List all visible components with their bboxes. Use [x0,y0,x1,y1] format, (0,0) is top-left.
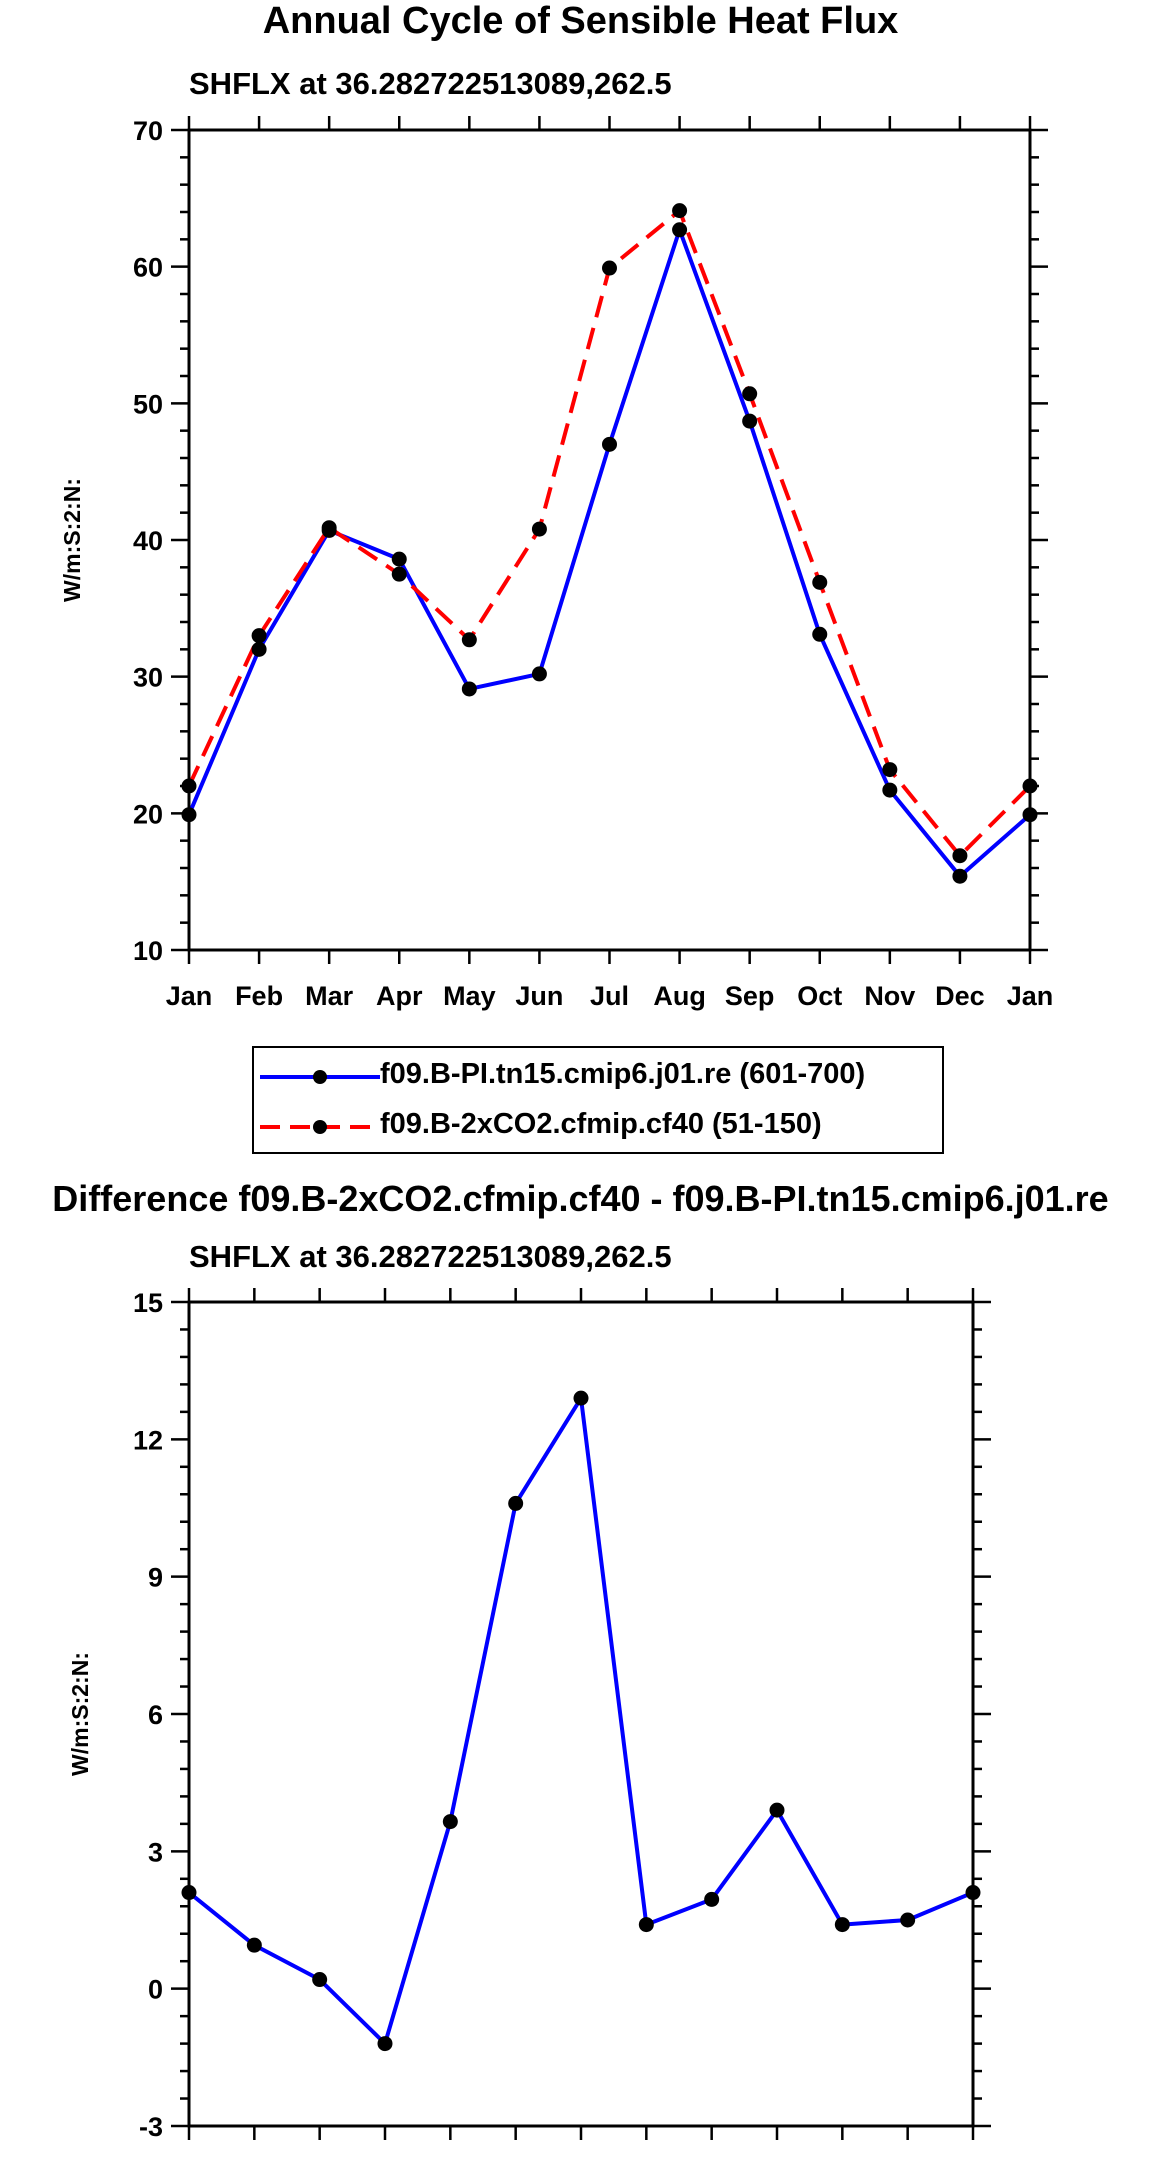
diff-series-0-point [965,1885,981,1901]
main-series-1-point [391,566,407,582]
main-xtick-label: Jun [515,981,563,1011]
main-xtick-label: Oct [797,981,842,1011]
main-series-1-point [952,848,968,864]
main-xtick-label: Sep [725,981,775,1011]
main-xtick-label: Nov [864,981,915,1011]
diff-series-0-point [508,1495,524,1511]
diff-ytick-label: -3 [139,2112,163,2142]
main-ytick-label: 40 [133,526,163,556]
legend-line-pi [260,1070,380,1084]
main-series-1-point [672,203,688,219]
diff-ylabel: W/m:S:2:N: [67,1652,93,1776]
main-series-1-point [251,628,267,644]
legend-item-2xco2: f09.B-2xCO2.cfmip.cf40 (51-150) [254,1102,942,1152]
diff-series-0-point [312,1972,328,1988]
main-series-1-point [321,520,337,536]
main-series-line-0 [187,227,1032,879]
main-series-1-point [882,762,898,778]
diff-ytick-label: 15 [133,1288,163,1318]
main-xtick-label: Jul [590,981,629,1011]
diff-series-0-point [900,1912,916,1928]
main-ytick-label: 50 [133,389,163,419]
diff-series-0-point [638,1917,654,1933]
main-xtick-label: Feb [235,981,283,1011]
diff-ytick-label: 9 [148,1563,163,1593]
main-ytick-label: 10 [133,936,163,966]
main-xtick-label: Apr [376,981,423,1011]
diff-ytick-label: 6 [148,1700,163,1730]
main-series-1-point [602,260,617,276]
diff-series-0-point [573,1390,589,1406]
main-series-0-point [181,807,197,823]
diff-ytick-label: 0 [148,1975,163,2005]
main-ytick-label: 70 [133,116,163,146]
main-series-1-point [1022,778,1038,794]
main-series-1-point [742,386,758,402]
main-series-0-point [742,413,758,429]
main-series-0-point [812,626,828,642]
main-series-line-1 [187,208,1032,858]
main-series-0-point [391,551,407,567]
main-ytick-label: 30 [133,663,163,693]
diff-series-line-0 [187,1396,974,2046]
diff-series-0-point [442,1814,458,1830]
main-series-0-point [882,782,898,798]
main-series-0-point [461,681,477,697]
legend-item-pi: f09.B-PI.tn15.cmip6.j01.re (601-700) [254,1052,942,1102]
main-xtick-label: Dec [935,981,985,1011]
main-chart-subtitle: SHFLX at 36.282722513089,262.5 [189,66,672,101]
main-xtick-label: Jan [1007,981,1054,1011]
diff-series-0-point [377,2036,393,2052]
main-series-1-point [812,574,828,590]
main-series-1-point [181,778,197,794]
main-xtick-label: Mar [305,981,354,1011]
main-series-1-point [461,632,477,648]
diff-series-0-point [246,1937,262,1953]
legend-label-pi: f09.B-PI.tn15.cmip6.j01.re (601-700) [380,1058,866,1090]
main-series-0-point [251,641,267,657]
main-series-0-point [672,222,688,238]
difference-chart-title: Difference f09.B-2xCO2.cfmip.cf40 - f09.… [52,1178,1109,1219]
diff-series-0-point [769,1802,785,1818]
main-ylabel: W/m:S:2:N: [59,478,85,602]
main-series-0-point [1022,807,1038,823]
main-xtick-label: May [443,981,496,1011]
main-series-1-point [531,521,547,537]
main-series-0-point [531,666,547,682]
main-ytick-label: 20 [133,799,163,829]
diff-ytick-label: 3 [148,1837,163,1867]
main-ytick-label: 60 [133,253,163,283]
diff-series-0-point [834,1917,850,1933]
diff-series-0-point [704,1891,720,1907]
main-series-0-point [952,868,968,884]
main-xtick-label: Jan [166,981,213,1011]
diff-series-0-point [181,1885,197,1901]
difference-chart-subtitle: SHFLX at 36.282722513089,262.5 [189,1239,672,1274]
legend: f09.B-PI.tn15.cmip6.j01.re (601-700) f09… [252,1046,944,1154]
main-plot-frame [187,128,1032,952]
main-chart-title: Annual Cycle of Sensible Heat Flux [262,0,899,42]
diff-ytick-label: 12 [133,1425,163,1455]
main-xtick-label: Aug [653,981,705,1011]
legend-label-2xco2: f09.B-2xCO2.cfmip.cf40 (51-150) [380,1108,822,1140]
main-series-0-point [602,436,617,452]
diff-plot-frame [187,1300,975,2128]
legend-line-2xco2 [260,1120,380,1134]
